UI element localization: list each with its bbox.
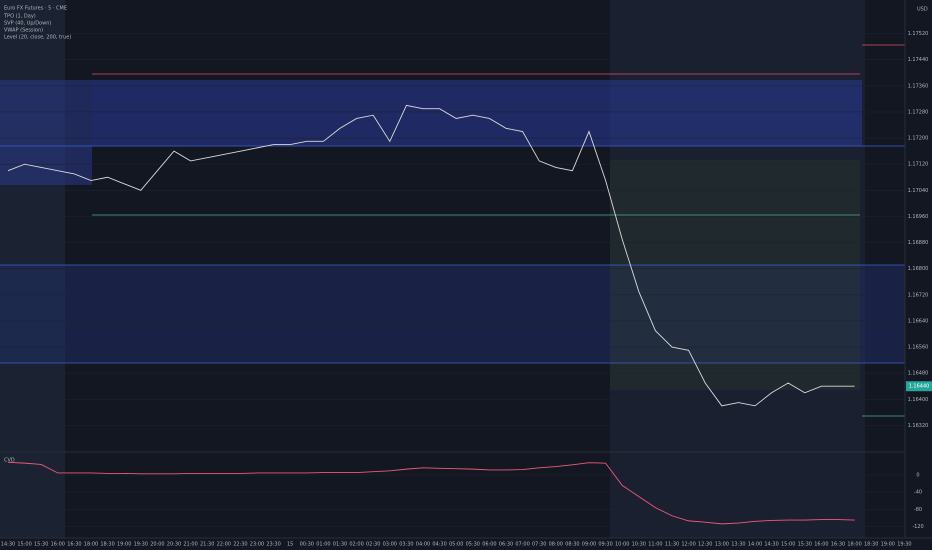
x-tick-label: 15:30 bbox=[798, 542, 812, 548]
indicator-label: TPO (1, Day) bbox=[3, 14, 36, 20]
price-marker bbox=[906, 381, 932, 392]
x-tick-label: 08:00 bbox=[549, 542, 563, 548]
x-tick-label: 22:30 bbox=[233, 542, 247, 548]
profile-area bbox=[0, 80, 92, 185]
currency-label: USD bbox=[917, 7, 928, 13]
x-tick-label: 21:30 bbox=[200, 542, 214, 548]
chart-title: Euro FX Futures · 5 · CME bbox=[4, 6, 67, 12]
x-tick-label: 12:00 bbox=[681, 542, 695, 548]
y-tick-label: 1.16960 bbox=[908, 214, 929, 220]
x-tick-label: 11:30 bbox=[665, 542, 679, 548]
x-tick-label: 14:30 bbox=[1, 542, 15, 548]
x-tick-label: 14:00 bbox=[748, 542, 762, 548]
x-tick-label: 13:30 bbox=[731, 542, 745, 548]
y-tick-label: -40 bbox=[914, 490, 922, 496]
x-tick-label: 05:00 bbox=[449, 542, 463, 548]
y-tick-label: 1.16320 bbox=[908, 423, 929, 429]
x-tick-label: 06:30 bbox=[499, 542, 513, 548]
y-tick-label: 1.16400 bbox=[908, 397, 929, 403]
x-tick-label: 03:30 bbox=[399, 542, 413, 548]
x-tick-label: 11:00 bbox=[648, 542, 662, 548]
x-tick-label: 14:30 bbox=[764, 542, 778, 548]
y-tick-label: 1.17040 bbox=[908, 188, 929, 194]
x-tick-label: 13:00 bbox=[715, 542, 729, 548]
x-tick-label: 04:30 bbox=[432, 542, 446, 548]
pane-title: CVD bbox=[4, 458, 15, 464]
y-tick-label: -120 bbox=[912, 524, 923, 530]
x-tick-label: 07:00 bbox=[515, 542, 529, 548]
indicator-label: VWAP (Session) bbox=[4, 28, 43, 34]
y-tick-label: 1.17200 bbox=[908, 136, 929, 142]
x-tick-label: 19:00 bbox=[881, 542, 895, 548]
x-tick-label: 19:30 bbox=[897, 542, 911, 548]
x-tick-label: 16:00 bbox=[51, 542, 65, 548]
x-tick-label: 06:00 bbox=[482, 542, 496, 548]
y-tick-label: 1.16560 bbox=[908, 345, 929, 351]
price-line bbox=[7, 461, 855, 525]
x-tick-label: 15 bbox=[287, 542, 293, 548]
x-tick-label: 15:30 bbox=[34, 542, 48, 548]
price-marker-label: 1.16440 bbox=[909, 384, 930, 390]
x-tick-label: 15:00 bbox=[17, 542, 31, 548]
x-tick-label: 16:30 bbox=[67, 542, 81, 548]
x-tick-label: 23:30 bbox=[266, 542, 280, 548]
x-tick-label: 04:00 bbox=[416, 542, 430, 548]
indicator-label: SVP (40, Up/Down) bbox=[4, 21, 51, 27]
x-tick-label: 05:30 bbox=[466, 542, 480, 548]
x-tick-label: 18:00 bbox=[84, 542, 98, 548]
y-tick-label: -80 bbox=[914, 507, 922, 513]
y-tick-label: 1.16800 bbox=[908, 266, 929, 272]
y-tick-label: 1.16480 bbox=[908, 371, 929, 377]
x-tick-label: 20:30 bbox=[167, 542, 181, 548]
indicator-label: Level (20, close, 200, true) bbox=[4, 35, 71, 41]
x-tick-label: 18:30 bbox=[864, 542, 878, 548]
x-tick-label: 08:30 bbox=[565, 542, 579, 548]
value-area bbox=[92, 80, 862, 146]
x-tick-label: 09:00 bbox=[582, 542, 596, 548]
y-tick-label: 1.17360 bbox=[908, 83, 929, 89]
x-tick-label: 02:30 bbox=[366, 542, 380, 548]
x-tick-label: 21:00 bbox=[183, 542, 197, 548]
x-tick-label: 16:30 bbox=[831, 542, 845, 548]
value-area bbox=[0, 265, 905, 363]
y-tick-label: 1.17520 bbox=[908, 31, 929, 37]
x-tick-label: 15:00 bbox=[781, 542, 795, 548]
x-tick-label: 07:30 bbox=[532, 542, 546, 548]
x-tick-label: 19:30 bbox=[134, 542, 148, 548]
x-tick-label: 00:30 bbox=[300, 542, 314, 548]
y-tick-label: 1.17280 bbox=[908, 109, 929, 115]
x-tick-label: 03:00 bbox=[383, 542, 397, 548]
x-tick-label: 01:30 bbox=[333, 542, 347, 548]
x-tick-label: 09:30 bbox=[598, 542, 612, 548]
x-tick-label: 22:00 bbox=[217, 542, 231, 548]
x-tick-label: 10:00 bbox=[615, 542, 629, 548]
y-tick-label: 1.16640 bbox=[908, 318, 929, 324]
x-tick-label: 12:30 bbox=[698, 542, 712, 548]
x-tick-label: 18:00 bbox=[847, 542, 861, 548]
y-tick-label: 1.17120 bbox=[908, 162, 929, 168]
x-tick-label: 01:00 bbox=[316, 542, 330, 548]
x-tick-label: 20:00 bbox=[150, 542, 164, 548]
x-tick-label: 23:00 bbox=[250, 542, 264, 548]
x-tick-label: 18:30 bbox=[100, 542, 114, 548]
y-tick-label: 1.17440 bbox=[908, 57, 929, 63]
x-tick-label: 02:00 bbox=[349, 542, 363, 548]
x-tick-label: 10:30 bbox=[632, 542, 646, 548]
x-tick-label: 19:00 bbox=[117, 542, 131, 548]
y-tick-label: 1.16720 bbox=[908, 292, 929, 298]
y-tick-label: 0 bbox=[916, 473, 919, 479]
profile-area bbox=[610, 160, 860, 390]
x-tick-label: 16:00 bbox=[814, 542, 828, 548]
price-line bbox=[7, 104, 855, 407]
y-tick-label: 1.16880 bbox=[908, 240, 929, 246]
